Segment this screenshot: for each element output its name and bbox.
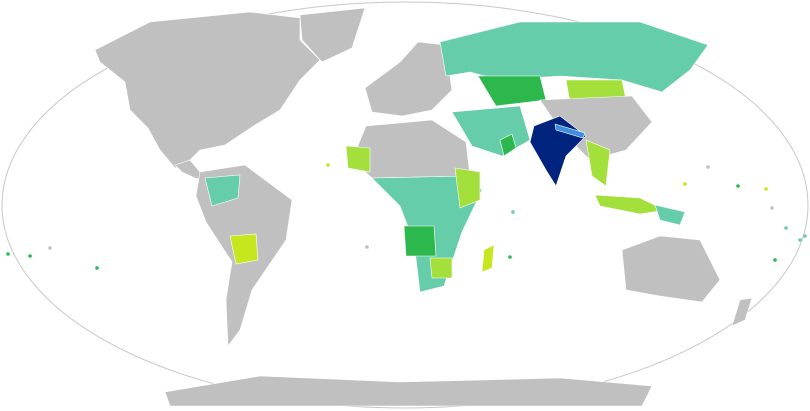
island-marker	[365, 245, 369, 249]
region-nepal	[554, 123, 586, 139]
region-indonesia	[594, 194, 666, 215]
island-marker	[48, 246, 52, 250]
island-marker	[784, 226, 788, 230]
region-colombia-venezuela	[204, 174, 241, 207]
region-southeast-asia	[585, 139, 611, 187]
region-angola	[403, 225, 437, 257]
region-new-zealand	[731, 297, 753, 327]
region-madagascar	[481, 244, 495, 273]
region-bolivia	[229, 233, 259, 265]
island-marker	[770, 206, 774, 210]
island-marker	[706, 165, 710, 169]
region-zimbabwe	[429, 257, 453, 279]
island-marker	[95, 266, 99, 270]
island-marker	[326, 163, 330, 167]
island-marker	[511, 210, 515, 214]
region-antarctica	[164, 375, 653, 407]
island-marker	[508, 255, 512, 259]
region-greenland	[299, 7, 366, 63]
region-australia	[621, 235, 721, 303]
island-marker	[683, 182, 687, 186]
region-horn-of-africa	[454, 167, 481, 209]
island-marker	[28, 254, 32, 258]
region-europe	[364, 41, 453, 117]
region-russia	[439, 21, 709, 93]
region-mauritania	[345, 145, 371, 173]
region-oman	[499, 133, 517, 157]
island-marker	[410, 58, 414, 62]
island-marker	[773, 258, 777, 262]
island-marker	[736, 184, 740, 188]
island-marker	[798, 238, 802, 242]
island-marker	[803, 234, 807, 238]
island-marker	[764, 187, 768, 191]
island-marker	[6, 252, 10, 256]
region-papua	[654, 204, 686, 226]
